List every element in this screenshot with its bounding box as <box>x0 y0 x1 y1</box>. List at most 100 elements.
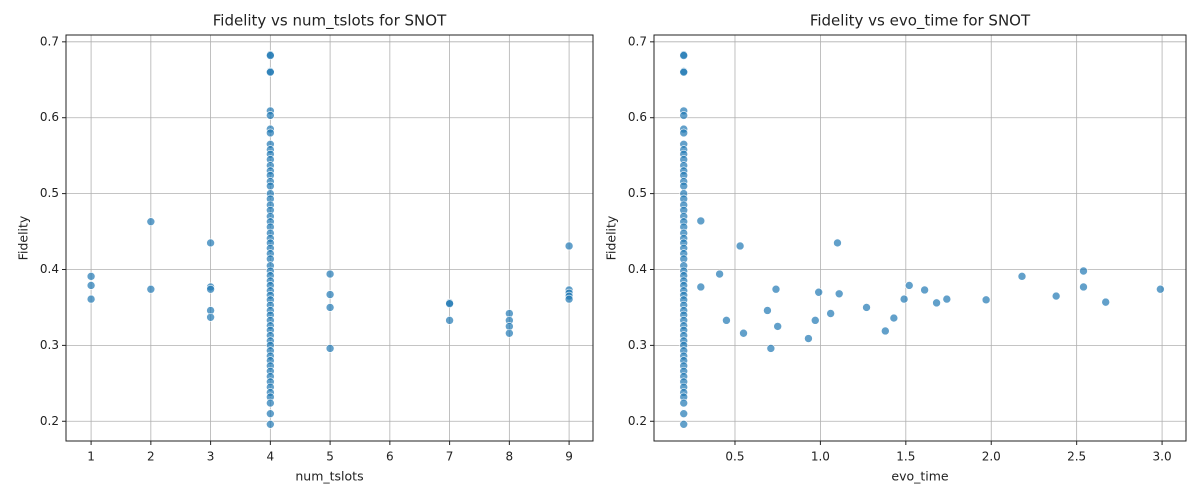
subplot: 0.5 1.0 1.5 2.0 2.5 3.0 0.2 0.3 0.4 0.5 0.6 0.7 Fide… <box>604 12 1187 484</box>
y-tick-label: 0.6 <box>40 110 59 124</box>
x-tick-label: 8 <box>506 450 514 464</box>
point <box>325 290 335 299</box>
point <box>146 284 156 294</box>
y-tick-label: 0.3 <box>40 338 59 352</box>
plot-frame <box>65 34 594 442</box>
point <box>735 241 745 251</box>
y-tick-label: 0.7 <box>40 34 59 48</box>
point <box>881 326 890 336</box>
y-tick-label: 0.4 <box>40 262 59 276</box>
point <box>266 398 275 408</box>
x-axis-label: evo_time <box>891 469 949 484</box>
point <box>1079 282 1088 292</box>
point <box>564 241 574 251</box>
x-axis-label: num_tslots <box>295 469 363 484</box>
point <box>739 328 748 338</box>
x-tick-label: 4 <box>267 450 275 464</box>
point <box>679 181 689 191</box>
point <box>932 298 941 308</box>
subplot: 1 2 3 4 5 6 7 8 9 0.2 0.3 0.4 0.5 0.6 0.7 Fidelity vs n… <box>16 12 594 484</box>
point <box>833 238 842 248</box>
point <box>266 51 275 60</box>
point <box>266 420 275 429</box>
point <box>266 111 275 120</box>
y-tick-label: 0.7 <box>628 34 647 48</box>
x-tick-label: 1 <box>87 450 95 464</box>
plot-frame <box>653 34 1187 442</box>
y-axis-label: Fidelity <box>604 215 619 260</box>
point <box>325 303 335 312</box>
point <box>899 294 909 304</box>
point <box>1101 297 1111 307</box>
point <box>86 272 96 281</box>
x-tick-label: 7 <box>446 450 454 464</box>
x-tick-label: 2.5 <box>1067 450 1086 464</box>
x-tick-label: 2.0 <box>982 450 1001 464</box>
y-tick-label: 0.5 <box>628 186 647 200</box>
x-tick-label: 3 <box>207 450 215 464</box>
point <box>86 294 96 304</box>
point <box>814 287 823 297</box>
y-tick-label: 0.4 <box>628 262 647 276</box>
y-tick-label: 0.5 <box>40 186 59 200</box>
point <box>206 238 215 248</box>
point <box>86 281 96 290</box>
x-tick-label: 6 <box>386 450 394 464</box>
point <box>834 289 844 299</box>
point <box>981 295 991 305</box>
point <box>696 282 706 292</box>
point <box>1156 284 1165 294</box>
x-tick-label: 5 <box>326 450 334 464</box>
point <box>679 409 689 418</box>
point <box>773 322 782 331</box>
point <box>862 303 871 312</box>
point <box>266 181 275 191</box>
point <box>763 306 772 315</box>
point <box>266 67 275 77</box>
point <box>1079 266 1088 276</box>
point <box>1051 291 1061 301</box>
point <box>445 299 454 308</box>
point <box>266 128 275 138</box>
point <box>722 316 731 325</box>
y-tick-label: 0.2 <box>40 414 59 428</box>
y-axis-label: Fidelity <box>16 215 31 260</box>
x-tick-label: 9 <box>565 450 573 464</box>
point <box>804 334 813 343</box>
y-tick-label: 0.2 <box>628 414 647 428</box>
chart-title: Fidelity vs evo_time for SNOT <box>810 12 1031 31</box>
point <box>942 294 952 304</box>
point <box>325 344 335 353</box>
point <box>206 284 215 294</box>
point <box>766 344 776 353</box>
point <box>679 398 689 408</box>
point <box>810 316 820 325</box>
point <box>266 409 275 418</box>
point <box>904 281 914 290</box>
point <box>325 269 335 279</box>
point <box>146 217 156 226</box>
point <box>1017 272 1027 281</box>
x-tick-label: 1.5 <box>896 450 915 464</box>
point <box>679 420 689 429</box>
chart-title: Fidelity vs num_tslots for SNOT <box>213 12 447 31</box>
y-tick-label: 0.3 <box>628 338 647 352</box>
y-tick-label: 0.6 <box>628 110 647 124</box>
point <box>206 313 215 322</box>
point <box>679 67 689 77</box>
x-tick-label: 2 <box>147 450 155 464</box>
point <box>696 216 706 226</box>
x-tick-label: 1.0 <box>811 450 830 464</box>
point <box>445 316 454 325</box>
point <box>679 111 689 120</box>
point <box>679 51 689 60</box>
point <box>564 294 574 304</box>
point <box>715 269 724 279</box>
point <box>505 328 514 338</box>
point <box>826 309 835 318</box>
x-tick-label: 0.5 <box>725 450 744 464</box>
x-tick-label: 3.0 <box>1153 450 1172 464</box>
point <box>920 285 929 295</box>
point <box>771 284 781 294</box>
